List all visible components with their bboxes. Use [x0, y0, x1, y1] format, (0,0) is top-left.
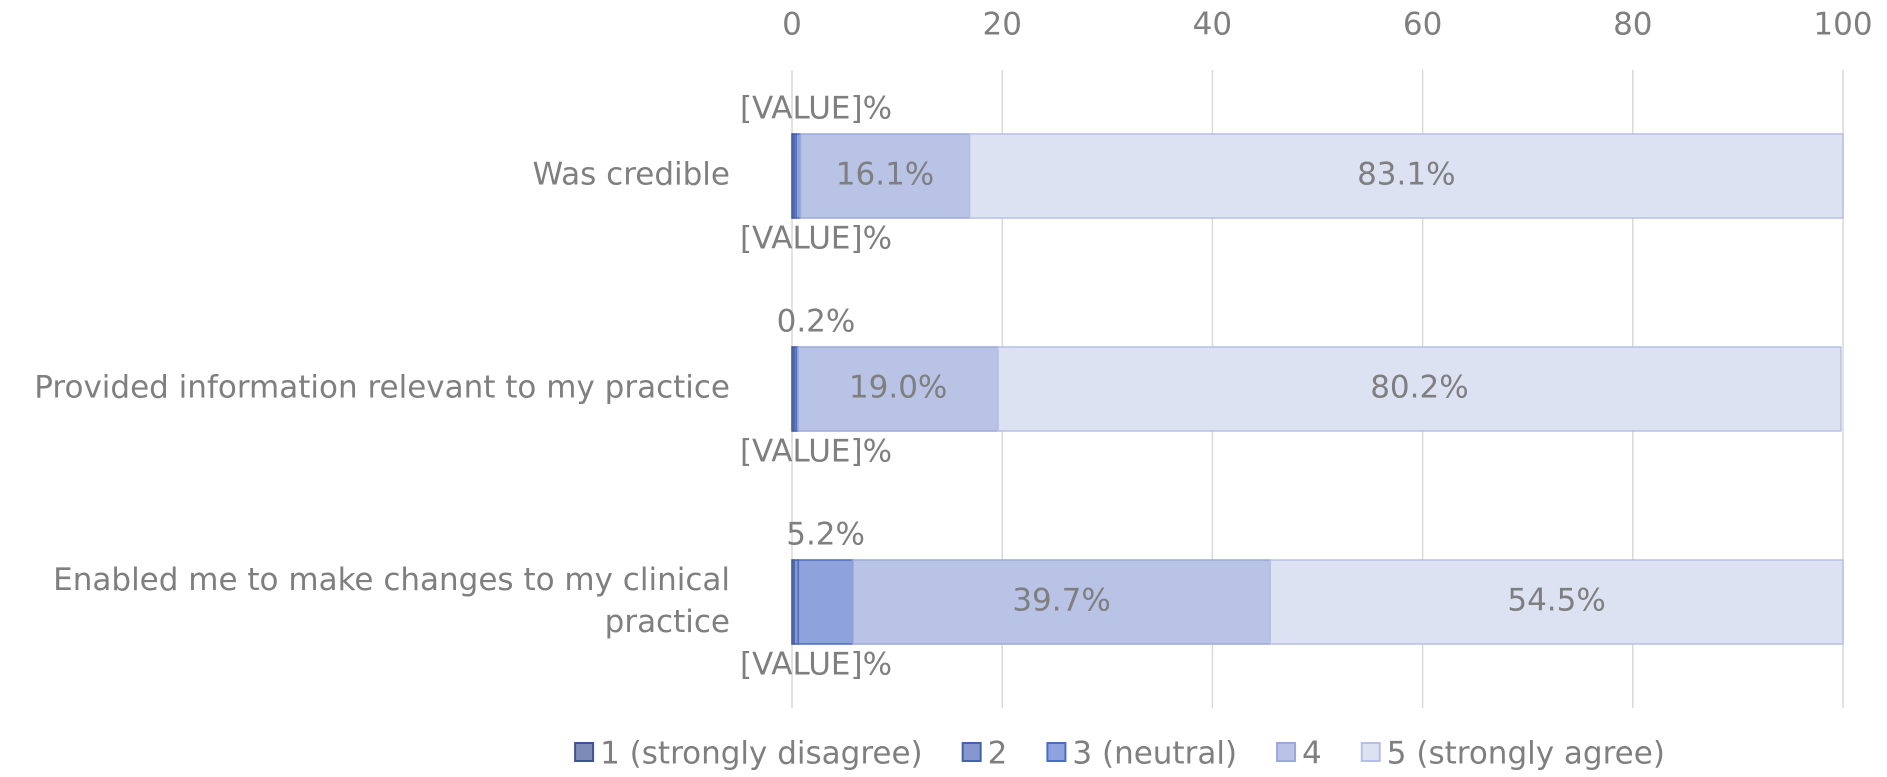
- data-label: 54.5%: [1507, 583, 1605, 619]
- data-label: 0.2%: [777, 304, 856, 340]
- data-label: [VALUE]%: [740, 221, 892, 257]
- bar-segment: [1269, 559, 1844, 645]
- category-label: Enabled me to make changes to my clinica…: [53, 562, 730, 640]
- category-line: practice: [605, 604, 730, 640]
- data-label: 5.2%: [786, 517, 865, 553]
- data-label: 80.2%: [1370, 370, 1468, 406]
- data-label: 83.1%: [1357, 157, 1455, 193]
- legend-swatch: [1046, 742, 1067, 762]
- data-label: 19.0%: [849, 370, 947, 406]
- category-line: Enabled me to make changes to my clinica…: [53, 562, 730, 598]
- category-label: Was credible: [532, 157, 730, 193]
- bar-segment: [799, 133, 971, 219]
- legend-label: 4: [1302, 736, 1322, 772]
- data-label: [VALUE]%: [740, 434, 892, 470]
- legend-swatch: [574, 742, 595, 762]
- legend-label: 1 (strongly disagree): [600, 736, 923, 772]
- data-label: 16.1%: [836, 157, 934, 193]
- bar-segment: [797, 346, 999, 432]
- legend-label: 5 (strongly agree): [1387, 736, 1665, 772]
- x-tick-label: 40: [1193, 7, 1232, 43]
- legend: 1 (strongly disagree) 2 3 (neutral) 4 5 (str…: [574, 736, 1665, 772]
- legend-label: 2: [988, 736, 1008, 772]
- bar-segment: [997, 346, 1842, 432]
- legend-swatch: [961, 742, 982, 762]
- x-tick-label: 100: [1813, 7, 1872, 43]
- data-label: 39.7%: [1012, 583, 1110, 619]
- x-tick-label: 60: [1403, 7, 1442, 43]
- category-label: Provided information relevant to my prac…: [34, 370, 730, 406]
- data-label: [VALUE]%: [740, 647, 892, 683]
- legend-label: 3 (neutral): [1072, 736, 1237, 772]
- x-tick-label: 20: [982, 7, 1021, 43]
- legend-swatch: [1360, 742, 1381, 762]
- x-tick-label: 0: [782, 7, 802, 43]
- bar-segment: [852, 559, 1271, 645]
- legend-swatch: [1276, 742, 1297, 762]
- bar-segment: [968, 133, 1844, 219]
- x-tick-label: 80: [1613, 7, 1652, 43]
- data-label: [VALUE]%: [740, 91, 892, 127]
- bar-segment: [797, 559, 854, 645]
